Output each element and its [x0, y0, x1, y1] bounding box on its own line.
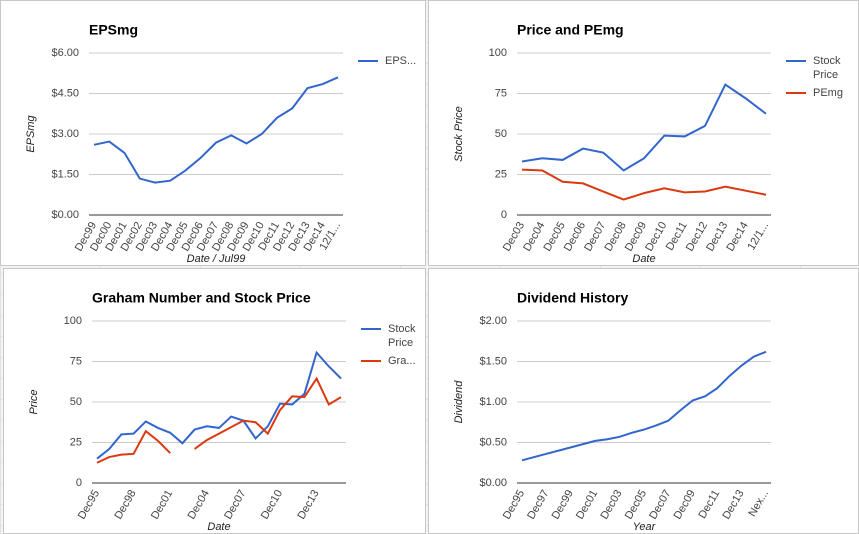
- chart-title: Price and PEmg: [517, 22, 624, 38]
- x-tick-label: Dec99: [550, 488, 576, 522]
- chart-title: Graham Number and Stock Price: [92, 290, 311, 306]
- chart-panel: EPSmg$0.00$1.50$3.00$4.50$6.00Dec99Dec00…: [0, 0, 426, 266]
- x-axis-title: Date: [632, 253, 655, 265]
- y-tick-label: $0.50: [479, 436, 507, 448]
- x-tick-label: Dec10: [259, 488, 285, 522]
- chart-title: EPSmg: [89, 22, 138, 38]
- x-axis-title: Year: [633, 521, 657, 533]
- y-tick-label: 100: [64, 315, 82, 327]
- chart-panel: Graham Number and Stock Price 0 25 50 75 100 D…: [3, 268, 426, 534]
- x-tick-label: Dec04: [186, 488, 212, 522]
- line-series: [93, 76, 339, 184]
- y-tick-label: 50: [495, 128, 507, 140]
- y-tick-label: 75: [70, 355, 82, 367]
- x-tick-label: Dec95: [76, 488, 102, 522]
- x-tick-label: Dec13: [295, 488, 321, 522]
- x-tick-label: Dec05: [623, 488, 649, 522]
- legend-label: EPS...: [385, 55, 416, 67]
- y-tick-label: 0: [501, 209, 507, 221]
- x-tick-label: Dec01: [149, 488, 175, 522]
- x-tick-label: Nex...: [746, 488, 771, 519]
- x-tick-label: Dec01: [574, 488, 600, 522]
- x-axis-title: Date / Jul99: [187, 253, 246, 265]
- legend-label: Stock Price: [388, 323, 416, 349]
- x-tick-label: Dec97: [525, 488, 551, 522]
- y-axis-title: Price: [28, 389, 40, 414]
- x-tick-label: Dec11: [696, 488, 722, 521]
- x-tick-label: 12/1...: [745, 220, 771, 252]
- y-tick-label: $1.50: [51, 168, 79, 180]
- y-tick-label: $3.00: [51, 128, 79, 140]
- y-tick-label: $2.00: [479, 315, 507, 327]
- y-tick-label: $4.50: [51, 87, 79, 99]
- y-tick-label: 50: [70, 396, 82, 408]
- line-series: [96, 376, 342, 464]
- y-axis-title: EPSmg: [25, 114, 37, 152]
- y-tick-label: 75: [495, 87, 507, 99]
- legend-label: Stock Price: [813, 55, 841, 81]
- x-tick-label: Dec98: [112, 488, 138, 522]
- x-tick-label: Dec13: [720, 488, 746, 522]
- x-axis-title: Date: [207, 521, 230, 533]
- y-tick-label: 0: [76, 477, 82, 489]
- x-tick-label: Dec07: [647, 488, 673, 522]
- legend-label: Gra...: [388, 355, 416, 367]
- chart-title: Dividend History: [517, 290, 628, 306]
- x-tick-label: Dec03: [598, 488, 624, 522]
- y-tick-label: $0.00: [51, 209, 79, 221]
- y-tick-label: $1.50: [479, 355, 507, 367]
- chart-panel: Price and PEmg0255075100Dec03Dec04Dec05D…: [428, 0, 859, 266]
- y-tick-label: 25: [70, 436, 82, 448]
- line-series: [521, 350, 767, 462]
- y-tick-label: $6.00: [51, 47, 79, 59]
- x-tick-label: Dec07: [222, 488, 248, 522]
- y-tick-label: $1.00: [479, 396, 507, 408]
- chart-panel: Dividend History $0.00 $0.50 $1.00 $1.50 $2.0…: [428, 268, 859, 534]
- y-tick-label: 25: [495, 168, 507, 180]
- line-series: [521, 168, 767, 201]
- legend-label: PEmg: [813, 87, 843, 99]
- y-tick-label: $0.00: [479, 477, 507, 489]
- x-tick-label: Dec09: [672, 488, 698, 522]
- y-axis-title: Stock Price: [453, 106, 465, 162]
- y-axis-title: Dividend: [453, 380, 465, 424]
- x-tick-label: Dec95: [501, 488, 527, 522]
- y-tick-label: 100: [489, 47, 507, 59]
- line-series: [521, 83, 767, 172]
